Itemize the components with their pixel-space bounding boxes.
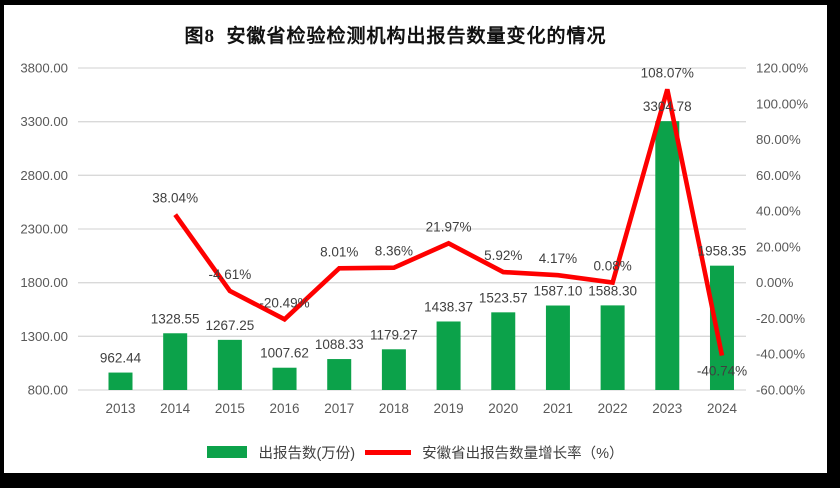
- left-axis-tick: 800.00: [28, 383, 68, 398]
- chart-plot-area: 3800.00 3300.00 2800.00 2300.00 1800.00 1300.…: [20, 61, 808, 417]
- bar-2014: [163, 333, 188, 390]
- bar-2016: [272, 367, 297, 390]
- chart-legend: 出报告数(万份) 安徽省出报告数量增长率（%）: [4, 441, 827, 463]
- chart-title: 图8 安徽省检验检测机构出报告数量变化的情况: [184, 26, 607, 47]
- bar-label-2020: 1523.57: [479, 290, 528, 305]
- x-axis-tick: 2014: [160, 401, 191, 416]
- line-label-2019: 21.97%: [426, 219, 472, 234]
- bar-label-2018: 1179.27: [370, 327, 418, 342]
- x-axis-tick: 2017: [324, 401, 354, 416]
- chart-canvas: 图8 安徽省检验检测机构出报告数量变化的情况 3800.00 3300.00 280…: [4, 5, 827, 473]
- x-axis-tick: 2016: [270, 401, 300, 416]
- line-label-2020: 5.92%: [484, 248, 522, 263]
- bar-label-2019: 1438.37: [424, 299, 473, 314]
- bar-2021: [545, 305, 570, 390]
- x-axis-tick: 2015: [215, 401, 245, 416]
- left-axis-tick: 2800.00: [20, 168, 68, 183]
- left-axis-tick: 1800.00: [20, 275, 68, 290]
- left-axis-tick: 3300.00: [20, 114, 68, 129]
- bar-series-swatch-icon: [207, 446, 248, 458]
- bar-label-2024: 1958.35: [698, 244, 747, 259]
- right-axis-tick: 20.00%: [756, 239, 801, 254]
- bar-2013: [108, 372, 133, 390]
- bar-2020: [491, 312, 516, 390]
- x-axis-tick: 2018: [379, 401, 409, 416]
- line-label-2014: 38.04%: [152, 191, 198, 206]
- bar-label-2017: 1088.33: [315, 337, 364, 352]
- line-series-swatch-icon: [365, 449, 412, 455]
- x-axis-tick: 2023: [652, 401, 682, 416]
- x-axis-tick: 2013: [105, 401, 135, 416]
- bar-series-legend-label: 出报告数(万份): [258, 445, 356, 462]
- line-label-2022: 0.08%: [593, 259, 631, 274]
- growth-rate-line: [173, 88, 725, 357]
- bar-label-2022: 1588.30: [588, 283, 637, 298]
- line-label-2023: 108.07%: [641, 65, 694, 80]
- right-axis-tick: 40.00%: [756, 204, 801, 219]
- line-label-2024: -40.74%: [697, 364, 747, 379]
- bar-2015: [217, 339, 242, 390]
- bar-2017: [327, 359, 352, 390]
- right-axis-tick: -40.00%: [756, 347, 805, 362]
- right-axis-tick: 80.00%: [756, 132, 801, 147]
- bar-2018: [381, 349, 406, 390]
- right-axis-tick: -60.00%: [756, 383, 805, 398]
- left-axis-tick: 2300.00: [20, 222, 68, 237]
- x-axis-tick: 2024: [707, 401, 738, 416]
- bar-label-2023: 3304.78: [643, 99, 692, 114]
- left-axis-tick: 1300.00: [20, 329, 68, 344]
- bar-label-2013: 962.44: [100, 351, 142, 366]
- bar-label-2021: 1587.10: [534, 284, 583, 299]
- x-axis-tick: 2022: [598, 401, 628, 416]
- right-axis-tick: 120.00%: [756, 61, 808, 76]
- line-series-legend-label: 安徽省出报告数量增长率（%）: [422, 445, 624, 462]
- x-axis-tick: 2021: [543, 401, 573, 416]
- right-axis-tick: 60.00%: [756, 168, 801, 183]
- bar-2019: [436, 321, 461, 390]
- left-axis-tick: 3800.00: [20, 61, 68, 76]
- bar-label-2015: 1267.25: [205, 318, 254, 333]
- bar-label-2014: 1328.55: [151, 311, 200, 326]
- line-label-2018: 8.36%: [375, 244, 413, 259]
- line-label-2017: 8.01%: [320, 244, 358, 259]
- bar-label-2016: 1007.62: [260, 346, 309, 361]
- line-label-2021: 4.17%: [539, 251, 577, 266]
- right-axis-tick: 100.00%: [756, 96, 808, 111]
- bar-2022: [600, 305, 625, 390]
- right-axis-tick: 0.00%: [756, 275, 794, 290]
- right-axis-tick: -20.00%: [756, 311, 805, 326]
- line-label-2015: -4.61%: [208, 267, 251, 282]
- bar-2023: [655, 121, 680, 390]
- line-label-2016: -20.49%: [259, 295, 309, 310]
- x-axis-tick: 2019: [434, 401, 464, 416]
- x-axis-tick: 2020: [488, 401, 518, 416]
